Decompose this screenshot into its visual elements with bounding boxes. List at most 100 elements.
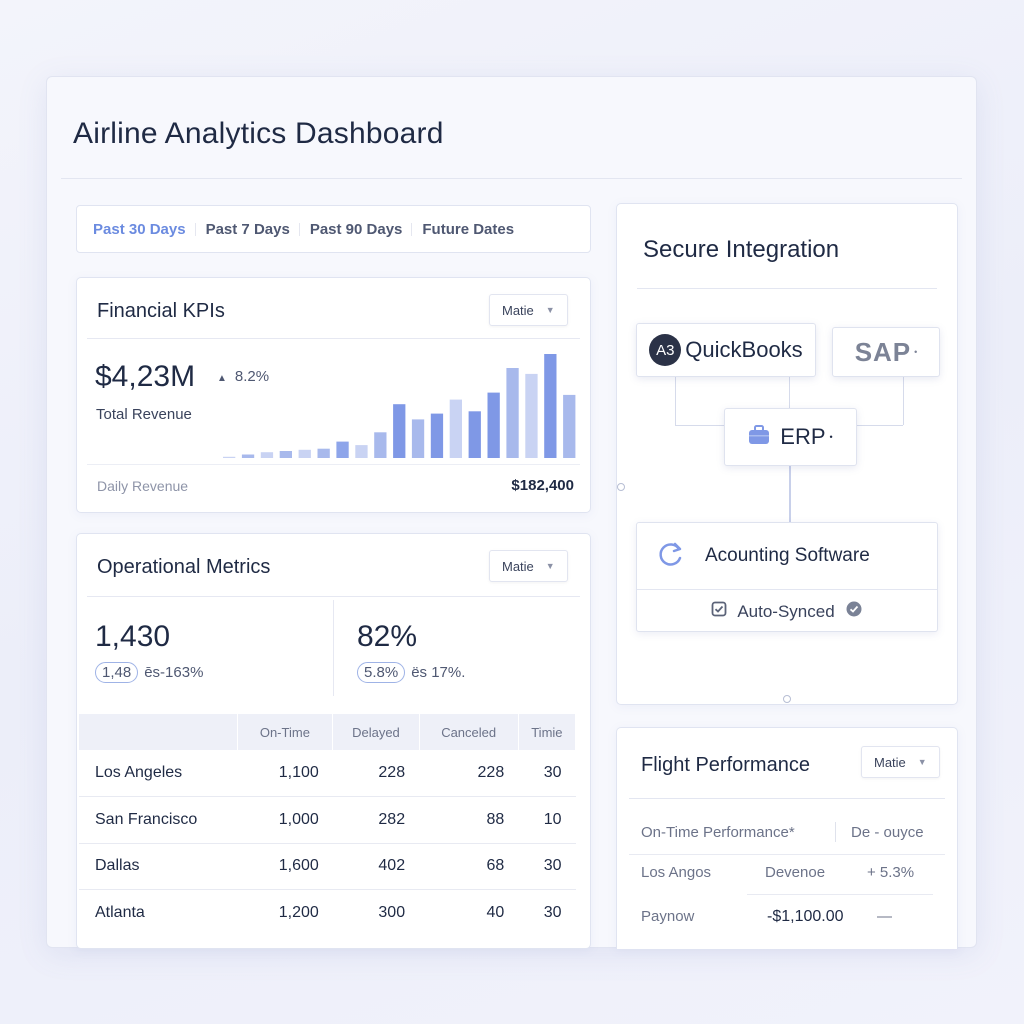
city-cell: Dallas	[79, 843, 237, 890]
accounting-software-node[interactable]: Acounting Software Auto-Synced	[636, 522, 938, 632]
canceled-cell: 88	[419, 796, 519, 844]
canceled-cell: 228	[419, 750, 519, 797]
city-cell: Atlanta	[95, 904, 145, 921]
revenue-bar	[241, 454, 255, 458]
delayed-cell: 402	[332, 843, 420, 890]
connector-line	[857, 425, 903, 426]
tab-past-7-days[interactable]: Past 7 Days	[194, 221, 300, 238]
flight-row-city: Los Angos	[641, 864, 712, 881]
revenue-bar	[260, 452, 274, 458]
flight-row-trend: —	[877, 908, 892, 925]
connector-line	[903, 377, 904, 425]
chevron-down-icon: ▼	[917, 757, 927, 767]
erp-node[interactable]: ERP •	[724, 408, 857, 466]
connector-dot	[617, 483, 625, 491]
time-cell: 30	[518, 750, 576, 797]
column-header-canceled[interactable]: Canceled	[419, 714, 519, 750]
tab-past-90-days[interactable]: Past 90 Days	[298, 221, 413, 238]
change-pill: 1,48	[95, 662, 139, 683]
card-divider	[637, 288, 937, 289]
flight-metric-dropdown[interactable]: Matie ▼	[861, 746, 940, 778]
auto-synced-status: Auto-Synced	[637, 590, 937, 633]
card-divider	[87, 596, 580, 597]
delayed-cell: 282	[332, 796, 420, 844]
revenue-bar	[298, 449, 311, 458]
revenue-bar	[544, 354, 557, 458]
card-divider	[87, 338, 580, 339]
table-row[interactable]: Atlanta 1,200 300 40 30	[79, 890, 576, 937]
on-time-performance-label: On-Time Performance*	[641, 824, 795, 841]
city-operations-table: On-Time Delayed Canceled Timie Los Angel…	[79, 714, 577, 937]
dropdown-value: Matie	[502, 302, 534, 318]
accounting-software-label: Acounting Software	[705, 545, 870, 566]
briefcase-icon	[748, 424, 770, 450]
date-range-tabs: Past 30 Days Past 7 Days Past 90 Days Fu…	[76, 205, 591, 253]
revenue-bar	[487, 392, 500, 458]
tab-future-dates[interactable]: Future Dates	[411, 221, 524, 238]
financial-kpis-card: Financial KPIs Matie ▼ $4,23M ▲ 8.2% Tota…	[76, 277, 591, 513]
revenue-bar	[468, 411, 481, 458]
secure-integration-card: Secure Integration A3 QuickBooks SAP • E…	[616, 203, 958, 705]
row-divider	[747, 894, 933, 895]
card-divider	[637, 589, 937, 590]
column-header-on-time[interactable]: On-Time	[237, 714, 334, 750]
quickbooks-label: QuickBooks	[685, 337, 803, 362]
connector-line	[675, 377, 676, 425]
trend-up-icon: ▲	[217, 373, 227, 384]
table-row[interactable]: Dallas 1,600 402 68 30	[79, 843, 576, 890]
daily-revenue-label: Daily Revenue	[97, 478, 189, 494]
quickbooks-logo-icon: A3	[649, 334, 682, 366]
financial-metric-dropdown[interactable]: Matie ▼	[489, 294, 568, 326]
flight-row-label: Paynow	[641, 908, 695, 925]
revenue-bar	[223, 456, 236, 458]
on-time-rate-change: 5.8% ës 17%.	[357, 662, 465, 683]
card-divider	[629, 798, 945, 799]
tab-past-30-days[interactable]: Past 30 Days	[93, 220, 186, 238]
auto-synced-label: Auto-Synced	[737, 601, 835, 621]
column-header-delayed[interactable]: Delayed	[332, 714, 420, 750]
connector-line	[675, 425, 725, 426]
revenue-bar	[336, 441, 349, 458]
revenue-bar	[355, 445, 368, 458]
revenue-delta: ▲ 8.2%	[217, 368, 269, 385]
change-text: ës 17%.	[411, 664, 466, 681]
revenue-bar	[393, 404, 406, 458]
city-cell: San Francisco	[79, 796, 237, 844]
revenue-bar	[317, 448, 330, 458]
operational-metrics-card: Operational Metrics Matie ▼ 1,430 1,48 ēs…	[76, 533, 591, 949]
revenue-bar	[525, 373, 538, 458]
table-row[interactable]: San Francisco 1,000 282 88 10	[79, 796, 576, 844]
flight-row-change: + 5.3%	[867, 864, 915, 881]
total-revenue-label: Total Revenue	[96, 406, 192, 423]
revenue-bar	[563, 394, 576, 458]
chevron-down-icon: ▼	[545, 305, 555, 315]
time-cell: 30	[543, 904, 562, 921]
check-circle-icon	[845, 600, 863, 623]
title-divider	[61, 178, 962, 179]
operational-metric-dropdown[interactable]: Matie ▼	[489, 550, 568, 582]
on-time-cell: 1,600	[237, 843, 333, 890]
column-divider	[835, 822, 836, 842]
flight-header-secondary: De - ouyce	[851, 824, 924, 841]
revenue-bar	[374, 432, 387, 458]
quickbooks-node[interactable]: A3 QuickBooks	[636, 323, 816, 377]
change-pill: 5.8%	[357, 662, 406, 683]
secure-integration-title: Secure Integration	[643, 236, 840, 263]
column-header-time[interactable]: Timie	[518, 714, 577, 750]
connector-line	[789, 466, 791, 522]
erp-mark: •	[829, 432, 833, 442]
card-divider	[87, 464, 580, 465]
sap-node[interactable]: SAP •	[832, 327, 940, 377]
erp-label: ERP	[780, 424, 826, 449]
row-divider	[629, 854, 945, 855]
total-revenue-value: $4,23M	[95, 360, 196, 393]
sap-label: SAP	[854, 336, 912, 367]
time-cell: 30	[518, 843, 576, 890]
financial-kpis-title: Financial KPIs	[97, 300, 225, 322]
revenue-bar	[411, 419, 425, 458]
flight-performance-card: Flight Performance Matie ▼ On-Time Perfo…	[616, 727, 958, 949]
revenue-bar	[430, 413, 444, 458]
revenue-delta-value: 8.2%	[234, 368, 270, 385]
page-title: Airline Analytics Dashboard	[73, 117, 444, 150]
table-row[interactable]: Los Angeles 1,100 228 228 30	[79, 750, 576, 797]
